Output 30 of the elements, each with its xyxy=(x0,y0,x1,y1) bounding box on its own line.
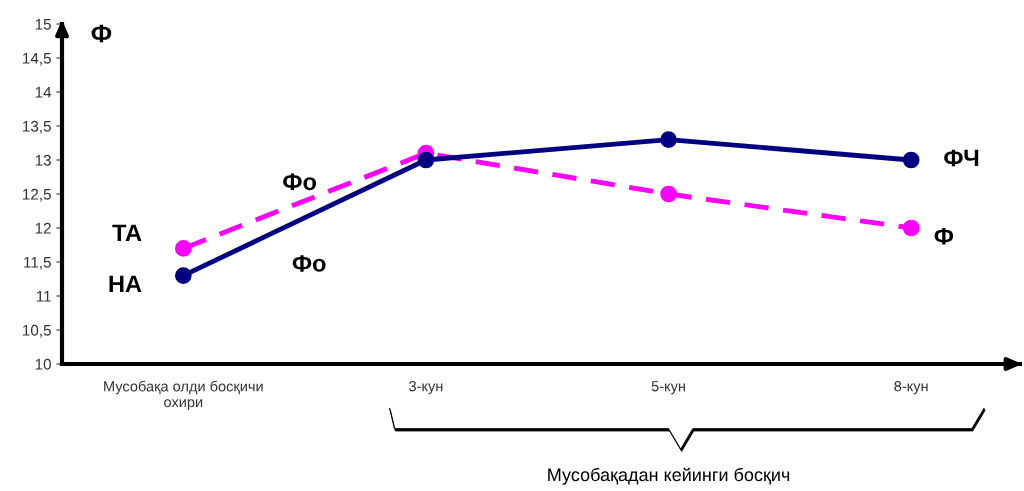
y-tick-label: 13,5 xyxy=(23,120,51,134)
point xyxy=(417,151,435,169)
x-tick-label: 3-кун xyxy=(409,381,443,395)
y-tick-label: 10,5 xyxy=(23,324,51,338)
x-axis-title: Мусобақадан кейинги босқич xyxy=(548,467,790,485)
point xyxy=(174,240,192,257)
y-tick-label: 14 xyxy=(35,87,52,98)
y-tick-label: 12,5 xyxy=(23,188,51,202)
annotation: ФЧ xyxy=(944,149,979,167)
y-tick-label: 12 xyxy=(35,222,51,234)
series-label: ТА xyxy=(112,224,142,241)
y-tick-label: 11 xyxy=(36,291,51,302)
point xyxy=(902,151,920,169)
x-tick-label: 5-кун xyxy=(651,381,685,395)
x-tick-label: Мусобақа олди босқичи охири xyxy=(104,380,263,411)
x-tick-label: 8-кун xyxy=(894,381,928,395)
y-axis-title: Ф xyxy=(91,24,112,43)
y-tick-label: 14,5 xyxy=(23,53,51,66)
annotation: Фо xyxy=(283,173,316,191)
y-tick-label: 10 xyxy=(35,358,51,370)
point xyxy=(174,267,192,284)
y-tick-label: 13 xyxy=(35,154,51,166)
annotation: Ф xyxy=(934,227,954,245)
y-tick-label: 11,5 xyxy=(24,257,51,270)
point xyxy=(660,131,677,148)
point xyxy=(902,219,920,237)
y-tick-label: 15 xyxy=(35,19,51,30)
annotation: Фо xyxy=(292,255,326,272)
point xyxy=(660,185,677,203)
series-label: НА xyxy=(109,275,142,292)
